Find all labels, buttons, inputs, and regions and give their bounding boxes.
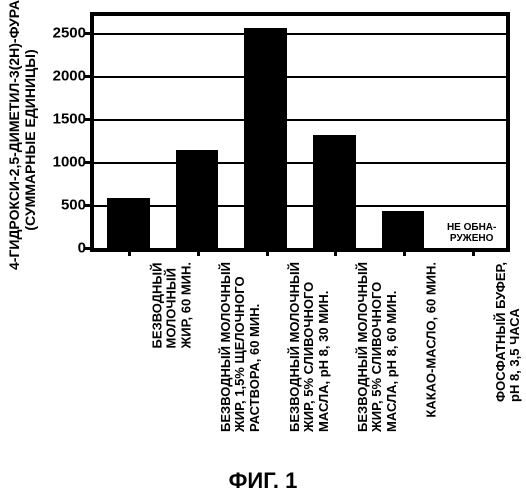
x-axis-label: КАКАО-МАСЛО, 60 МИН. xyxy=(425,262,439,418)
y-tick-label: 0 xyxy=(78,240,86,257)
x-axis-labels: БЕЗВОДНЫЙ МОЛОЧНЫЙ ЖИР, 60 МИН. БЕЗВОДНЫЙ… xyxy=(90,258,510,458)
x-tick xyxy=(403,248,406,256)
gridline xyxy=(94,205,506,207)
plot-area: 05001000150020002500НЕ ОБНА- РУЖЕНО xyxy=(90,12,510,252)
x-tick xyxy=(197,248,200,256)
gridline xyxy=(94,162,506,164)
y-axis-title: 4-ГИДРОКСИ-2,5-ДИМЕТИЛ-3(2H)-ФУРАНОН (СУ… xyxy=(6,10,38,270)
x-tick xyxy=(472,248,475,256)
gridline xyxy=(94,33,506,35)
x-axis-label: БЕЗВОДНЫЙ МОЛОЧНЫЙ ЖИР, 1,5% ЩЕЛОЧНОГО Р… xyxy=(219,262,262,432)
bar xyxy=(382,211,425,248)
x-tick xyxy=(128,248,131,256)
x-tick xyxy=(334,248,337,256)
x-axis-label: БЕЗВОДНЫЙ МОЛОЧНЫЙ ЖИР, 5% СЛИВОЧНОГО МА… xyxy=(356,262,399,432)
x-axis-label: ФОСФАТНЫЙ БУФЕР, pH 8, 3,5 ЧАСА xyxy=(494,262,523,402)
bar xyxy=(244,28,287,248)
y-tick-label: 2500 xyxy=(53,25,86,42)
figure-caption: ФИГ. 1 xyxy=(0,468,526,494)
gridline xyxy=(94,76,506,78)
y-tick-label: 1500 xyxy=(53,111,86,128)
y-tick-label: 500 xyxy=(61,197,86,214)
not-detected-label: НЕ ОБНА- РУЖЕНО xyxy=(437,223,506,244)
figure: 4-ГИДРОКСИ-2,5-ДИМЕТИЛ-3(2H)-ФУРАНОН (СУ… xyxy=(0,0,526,500)
x-tick xyxy=(266,248,269,256)
gridline xyxy=(94,119,506,121)
bar xyxy=(107,198,150,248)
x-axis-label: БЕЗВОДНЫЙ МОЛОЧНЫЙ ЖИР, 60 МИН. xyxy=(150,262,193,348)
y-tick-label: 2000 xyxy=(53,68,86,85)
bar xyxy=(313,135,356,248)
bar xyxy=(176,150,219,248)
x-axis-label: БЕЗВОДНЫЙ МОЛОЧНЫЙ ЖИР, 5% СЛИВОЧНОГО МА… xyxy=(288,262,331,432)
y-tick-label: 1000 xyxy=(53,154,86,171)
